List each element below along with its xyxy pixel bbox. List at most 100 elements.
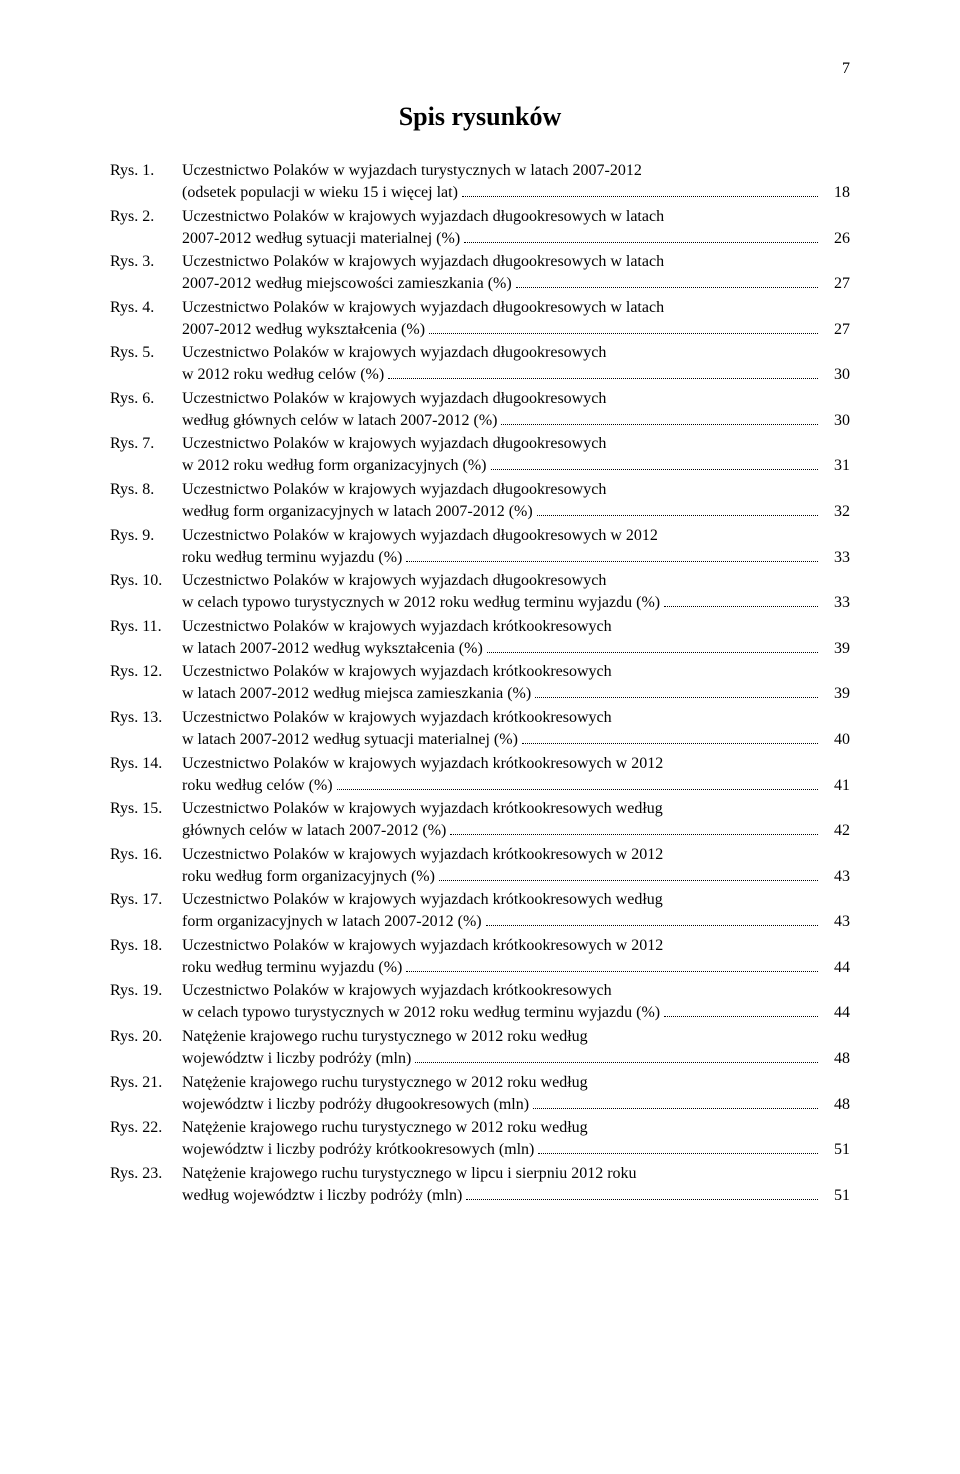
toc-entry: Rys. 12.Uczestnictwo Polaków w krajowych… <box>110 661 850 705</box>
toc-entry-lasttext: form organizacyjnych w latach 2007-2012 … <box>182 911 482 933</box>
toc-entry-pretext: Uczestnictwo Polaków w wyjazdach turysty… <box>182 160 850 182</box>
toc-entry-lastline: według głównych celów w latach 2007-2012… <box>182 409 850 431</box>
toc-entry-pretext: Uczestnictwo Polaków w krajowych wyjazda… <box>182 433 850 455</box>
toc-entry-text: Uczestnictwo Polaków w krajowych wyjazda… <box>182 935 850 979</box>
toc-entry-lastline: według województw i liczby podróży (mln)… <box>182 1184 850 1206</box>
toc-entry-pretext: Uczestnictwo Polaków w krajowych wyjazda… <box>182 206 850 228</box>
toc-entry-lastline: województw i liczby podróży krótkookreso… <box>182 1139 850 1161</box>
toc-leader-dots <box>406 546 818 561</box>
toc-entry-pretext: Uczestnictwo Polaków w krajowych wyjazda… <box>182 297 850 319</box>
toc-entry: Rys. 5.Uczestnictwo Polaków w krajowych … <box>110 342 850 386</box>
toc-entry-label: Rys. 10. <box>110 570 182 592</box>
toc-entry-text: Uczestnictwo Polaków w krajowych wyjazda… <box>182 206 850 250</box>
toc-entry-lastline: form organizacyjnych w latach 2007-2012 … <box>182 911 850 933</box>
toc-entry-page: 31 <box>822 455 850 477</box>
toc-leader-dots <box>429 318 818 333</box>
toc-entry-page: 42 <box>822 820 850 842</box>
toc-entry-pretext: Natężenie krajowego ruchu turystycznego … <box>182 1163 850 1185</box>
toc-entry-lasttext: głównych celów w latach 2007-2012 (%) <box>182 820 446 842</box>
toc-entry-lastline: 2007-2012 według miejscowości zamieszkan… <box>182 273 850 295</box>
page-title: Spis rysunków <box>110 102 850 132</box>
toc-entry-lasttext: województw i liczby podróży długookresow… <box>182 1094 529 1116</box>
toc-entry-label: Rys. 12. <box>110 661 182 683</box>
toc-entry-page: 39 <box>822 683 850 705</box>
toc-entry-lasttext: 2007-2012 według miejscowości zamieszkan… <box>182 273 512 295</box>
toc-entry-lasttext: 2007-2012 według wykształcenia (%) <box>182 319 425 341</box>
toc-entry-lasttext: (odsetek populacji w wieku 15 i więcej l… <box>182 182 458 204</box>
toc-entry-lastline: w 2012 roku według form organizacyjnych … <box>182 455 850 477</box>
toc-entry-pretext: Uczestnictwo Polaków w krajowych wyjazda… <box>182 798 850 820</box>
toc-entry-label: Rys. 7. <box>110 433 182 455</box>
toc-entry-page: 41 <box>822 775 850 797</box>
toc-entry-page: 40 <box>822 729 850 751</box>
toc-entry-lasttext: w latach 2007-2012 według miejsca zamies… <box>182 683 531 705</box>
toc-entry-lasttext: w 2012 roku według form organizacyjnych … <box>182 455 487 477</box>
toc-entry-lastline: w 2012 roku według celów (%) 30 <box>182 364 850 386</box>
toc-entry-pretext: Uczestnictwo Polaków w krajowych wyjazda… <box>182 889 850 911</box>
toc-entry-pretext: Uczestnictwo Polaków w krajowych wyjazda… <box>182 616 850 638</box>
toc-entry-page: 30 <box>822 410 850 432</box>
toc-entry: Rys. 7.Uczestnictwo Polaków w krajowych … <box>110 433 850 477</box>
toc-leader-dots <box>538 1139 818 1154</box>
toc-leader-dots <box>337 774 818 789</box>
toc-entry-label: Rys. 1. <box>110 160 182 182</box>
toc-entry-label: Rys. 22. <box>110 1117 182 1139</box>
toc-entry-lasttext: w 2012 roku według celów (%) <box>182 364 384 386</box>
toc-entry-text: Uczestnictwo Polaków w krajowych wyjazda… <box>182 479 850 523</box>
toc-entry-label: Rys. 6. <box>110 388 182 410</box>
toc-entry-lastline: 2007-2012 według wykształcenia (%) 27 <box>182 318 850 340</box>
toc-leader-dots <box>466 1184 818 1199</box>
toc-entry-text: Natężenie krajowego ruchu turystycznego … <box>182 1026 850 1070</box>
toc-leader-dots <box>464 227 818 242</box>
toc-entry-lastline: 2007-2012 według sytuacji materialnej (%… <box>182 227 850 249</box>
toc-entry-page: 48 <box>822 1094 850 1116</box>
toc-entry-text: Uczestnictwo Polaków w krajowych wyjazda… <box>182 251 850 295</box>
toc-entry-text: Uczestnictwo Polaków w krajowych wyjazda… <box>182 388 850 432</box>
toc-entry-label: Rys. 23. <box>110 1163 182 1185</box>
toc-entry-lastline: według form organizacyjnych w latach 200… <box>182 501 850 523</box>
toc-entry: Rys. 2.Uczestnictwo Polaków w krajowych … <box>110 206 850 250</box>
toc-leader-dots <box>533 1093 818 1108</box>
toc-entry-label: Rys. 3. <box>110 251 182 273</box>
toc-entry-lasttext: w celach typowo turystycznych w 2012 rok… <box>182 592 660 614</box>
toc-leader-dots <box>406 956 818 971</box>
toc-leader-dots <box>516 273 818 288</box>
toc-entry-text: Uczestnictwo Polaków w krajowych wyjazda… <box>182 889 850 933</box>
toc-entry-lastline: roku według terminu wyjazdu (%)33 <box>182 546 850 568</box>
toc-entry-text: Uczestnictwo Polaków w krajowych wyjazda… <box>182 342 850 386</box>
toc-leader-dots <box>439 865 818 880</box>
toc-entry-pretext: Uczestnictwo Polaków w krajowych wyjazda… <box>182 251 850 273</box>
toc-entry-pretext: Natężenie krajowego ruchu turystycznego … <box>182 1026 850 1048</box>
toc-entry-page: 44 <box>822 1002 850 1024</box>
toc-entry-lasttext: roku według form organizacyjnych (%) <box>182 866 435 888</box>
toc-entry-text: Uczestnictwo Polaków w krajowych wyjazda… <box>182 980 850 1024</box>
toc-leader-dots <box>501 409 818 424</box>
toc-entry-page: 30 <box>822 364 850 386</box>
toc-entry: Rys. 17.Uczestnictwo Polaków w krajowych… <box>110 889 850 933</box>
toc-entry-pretext: Uczestnictwo Polaków w krajowych wyjazda… <box>182 570 850 592</box>
toc-entry-lasttext: w celach typowo turystycznych w 2012 rok… <box>182 1002 660 1024</box>
toc-entry-lastline: w latach 2007-2012 według miejsca zamies… <box>182 683 850 705</box>
toc-entry-page: 44 <box>822 957 850 979</box>
toc-leader-dots <box>522 729 818 744</box>
toc-entry-page: 48 <box>822 1048 850 1070</box>
toc-entry-page: 32 <box>822 501 850 523</box>
toc-list: Rys. 1.Uczestnictwo Polaków w wyjazdach … <box>110 160 850 1206</box>
toc-entry: Rys. 11.Uczestnictwo Polaków w krajowych… <box>110 616 850 660</box>
page-number: 7 <box>110 60 850 78</box>
toc-leader-dots <box>664 1002 818 1017</box>
toc-entry-pretext: Uczestnictwo Polaków w krajowych wyjazda… <box>182 661 850 683</box>
toc-entry-lasttext: roku według terminu wyjazdu (%) <box>182 957 402 979</box>
toc-entry-label: Rys. 13. <box>110 707 182 729</box>
toc-entry: Rys. 3.Uczestnictwo Polaków w krajowych … <box>110 251 850 295</box>
toc-entry-lasttext: roku według terminu wyjazdu (%) <box>182 547 402 569</box>
toc-entry-page: 27 <box>822 319 850 341</box>
toc-entry: Rys. 19.Uczestnictwo Polaków w krajowych… <box>110 980 850 1024</box>
toc-leader-dots <box>486 911 818 926</box>
toc-entry-lastline: roku według celów (%)41 <box>182 774 850 796</box>
toc-entry-lasttext: województw i liczby podróży (mln) <box>182 1048 411 1070</box>
toc-entry-lastline: (odsetek populacji w wieku 15 i więcej l… <box>182 182 850 204</box>
toc-entry-label: Rys. 11. <box>110 616 182 638</box>
toc-entry-lasttext: według województw i liczby podróży (mln) <box>182 1185 462 1207</box>
toc-entry-lastline: w celach typowo turystycznych w 2012 rok… <box>182 592 850 614</box>
